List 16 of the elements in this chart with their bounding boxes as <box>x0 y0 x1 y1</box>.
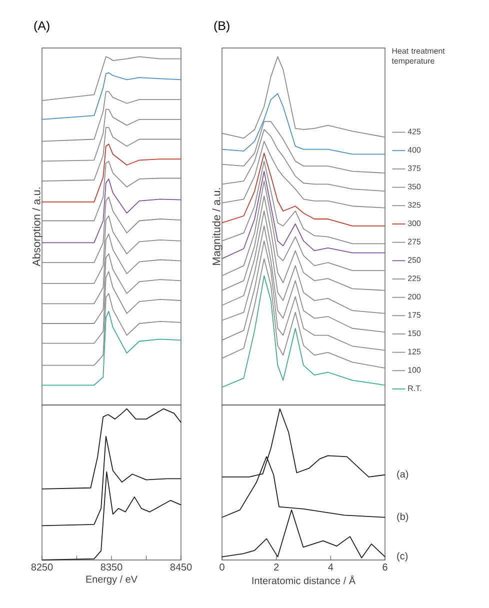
x-axis-title: Interatomic distance / Å <box>252 575 356 584</box>
x-tick-label: 8250 <box>31 564 53 571</box>
x-tick-label: 8450 <box>170 564 192 571</box>
chart-title: (A) <box>34 20 50 32</box>
y-axis-title: Magnitude / a.u. <box>212 188 222 265</box>
x-tick-label: 8350 <box>100 564 122 571</box>
series-label: (c) <box>397 552 408 562</box>
chart-title: (B) <box>214 20 230 32</box>
x-tick-label: 0 <box>220 564 224 571</box>
x-axis-title: Energy / eV <box>86 575 138 585</box>
x-tick-label: 2 <box>274 564 279 570</box>
series-label: (a) <box>397 470 408 480</box>
x-tick-label: 6 <box>382 564 388 571</box>
x-tick-label: 4 <box>328 564 334 570</box>
y-axis-title: Absorption / a.u. <box>32 188 42 266</box>
series-label: (b) <box>397 512 408 522</box>
